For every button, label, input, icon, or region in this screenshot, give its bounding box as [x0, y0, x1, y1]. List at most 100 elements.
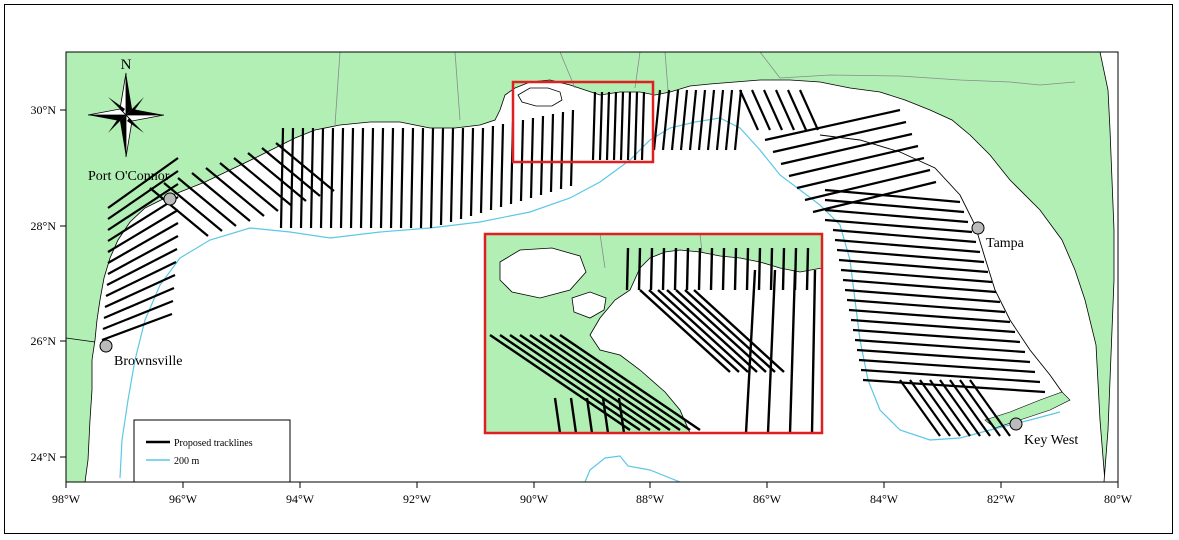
inset-locator-box	[511, 80, 655, 164]
inset-trackline	[721, 247, 726, 291]
trackline	[359, 127, 365, 229]
trackline	[247, 152, 307, 202]
trackline	[459, 127, 465, 220]
inset-trackline	[617, 397, 626, 433]
inset-lake-borgne	[571, 291, 607, 319]
trackline	[163, 182, 223, 232]
trackline	[856, 348, 1031, 364]
trackline	[339, 127, 345, 229]
contour-200m-south	[584, 455, 681, 482]
inset-lake	[499, 247, 587, 299]
trackline	[309, 127, 315, 229]
trackline	[670, 89, 680, 151]
inset-trackline	[684, 289, 776, 373]
trackline	[519, 119, 525, 202]
trackline	[854, 338, 1026, 354]
trackline	[824, 208, 969, 224]
trackline	[858, 358, 1036, 374]
inset-trackline	[697, 247, 702, 291]
trackline	[852, 328, 1021, 344]
trackline	[419, 127, 425, 229]
trackline	[219, 162, 279, 212]
inset-frame	[483, 232, 824, 435]
lon-tick-92: 92°W	[403, 492, 432, 506]
trackline	[299, 127, 305, 229]
trackline	[824, 198, 965, 214]
inset-trackline	[693, 289, 785, 373]
trackline	[107, 170, 179, 220]
contour-200m	[119, 117, 1061, 479]
trackline	[969, 379, 1011, 437]
trackline	[529, 117, 535, 199]
inset-trackline	[810, 269, 817, 433]
trackline	[149, 187, 209, 237]
trackline	[724, 89, 734, 151]
mexico-border	[66, 337, 96, 343]
north-label: N	[121, 57, 132, 73]
trackline	[379, 127, 385, 229]
trackline	[840, 268, 993, 284]
trackline	[605, 91, 611, 161]
trackline	[738, 89, 760, 131]
lon-tick-82: 82°W	[987, 492, 1016, 506]
inset-trackline	[539, 334, 681, 431]
city-brownsville: Brownsville	[99, 339, 182, 369]
lon-tick-84: 84°W	[870, 492, 899, 506]
trackline	[429, 127, 435, 229]
trackline	[289, 127, 295, 229]
lat-axis: 30°N 28°N 26°N 24°N	[31, 103, 66, 464]
map-border	[65, 51, 1119, 483]
trackline	[191, 172, 251, 222]
trackline	[107, 235, 179, 275]
trackline	[919, 379, 961, 437]
inset-trackline	[657, 289, 749, 373]
trackline	[733, 89, 743, 151]
trackline	[319, 127, 325, 229]
trackline	[798, 89, 820, 131]
trackline	[279, 127, 285, 229]
trackline	[612, 91, 618, 161]
legend-contour-label: 200 m	[174, 456, 200, 467]
inset-trackline	[489, 334, 631, 431]
trackline	[824, 218, 973, 234]
trackline	[569, 109, 575, 187]
inset-trackline	[805, 247, 810, 291]
atlantic-water	[1099, 52, 1118, 482]
trackline	[619, 91, 625, 161]
inset-trackline	[788, 269, 797, 433]
inset-borders	[599, 234, 703, 269]
inset-trackline	[639, 289, 731, 373]
trackline	[679, 89, 689, 151]
trackline	[275, 142, 335, 192]
trackline	[349, 127, 355, 229]
inset-trackline	[661, 247, 666, 291]
trackline	[107, 209, 179, 253]
lon-tick-98: 98°W	[52, 492, 81, 506]
inset-trackline	[769, 247, 774, 291]
trackline	[479, 127, 485, 214]
trackline	[107, 222, 179, 264]
trackline	[107, 157, 179, 209]
trackline	[626, 91, 632, 161]
lon-tick-80: 80°W	[1104, 492, 1133, 506]
city-tampa: Tampa	[971, 221, 1025, 251]
compass-rose-icon: N	[87, 57, 165, 158]
inset-enlargement	[483, 232, 824, 435]
trackline	[652, 89, 662, 151]
city-key-west: Key West	[1009, 417, 1078, 448]
inset-tracklines	[489, 247, 817, 433]
trackline	[836, 248, 985, 264]
trackline	[832, 228, 977, 244]
inset-trackline	[637, 247, 642, 291]
trackline	[489, 125, 495, 211]
figure-frame	[4, 4, 1173, 534]
trackline	[591, 91, 597, 161]
trackline	[909, 379, 951, 437]
trackline	[804, 168, 931, 202]
city-label-key-west: Key West	[1024, 433, 1078, 448]
inset-trackline	[601, 397, 610, 433]
inset-trackline	[781, 247, 786, 291]
trackline	[762, 89, 784, 131]
trackline	[640, 91, 646, 161]
lon-tick-88: 88°W	[636, 492, 665, 506]
